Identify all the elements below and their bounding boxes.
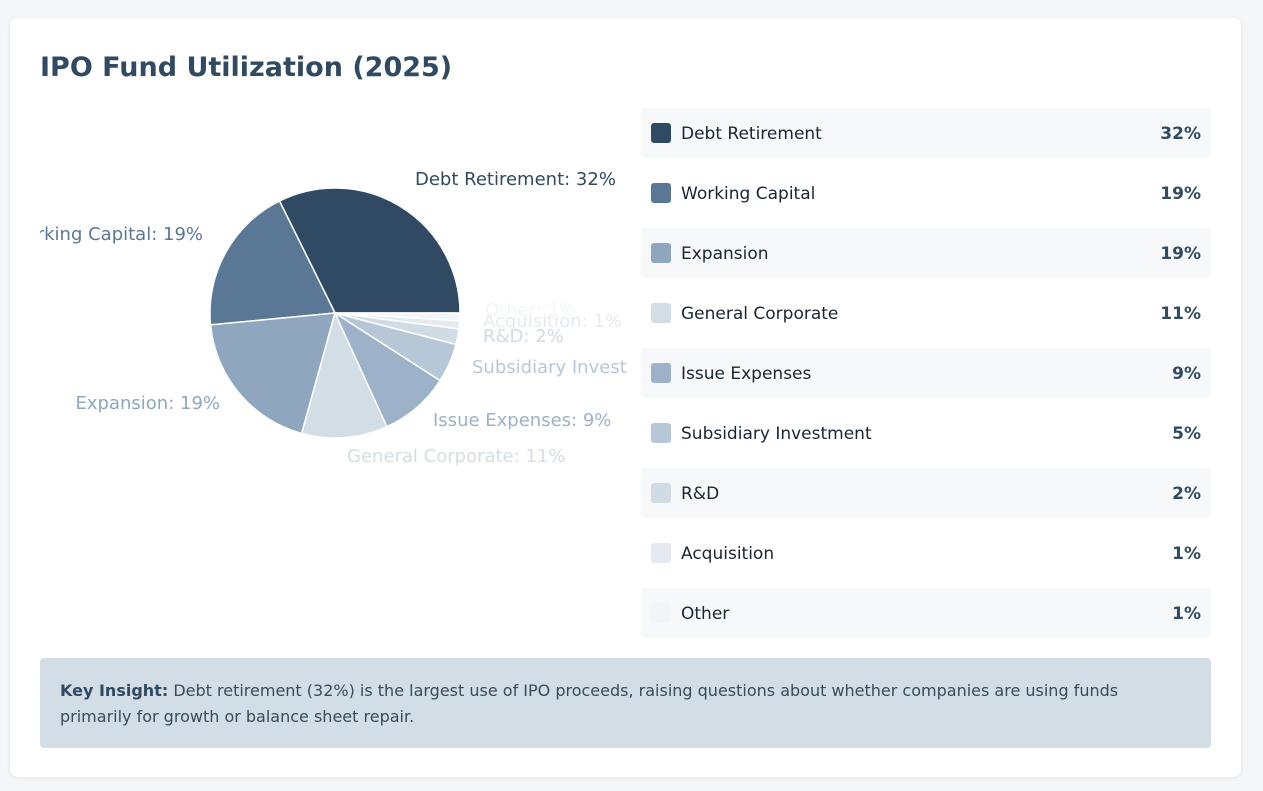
key-insight-label: Key Insight: — [60, 681, 169, 700]
legend-label: Other — [681, 604, 730, 624]
legend-swatch — [651, 243, 671, 263]
legend-value: 19% — [1160, 184, 1201, 204]
legend-swatch — [651, 543, 671, 563]
key-insight-text: Debt retirement (32%) is the largest use… — [60, 681, 1119, 726]
legend-swatch — [651, 303, 671, 323]
slice-label: R&D: 2% — [483, 326, 564, 347]
legend-row: Issue Expenses 9% — [641, 348, 1211, 398]
legend-row: Debt Retirement 32% — [641, 108, 1211, 158]
legend-value: 19% — [1160, 244, 1201, 264]
slice-label: Other: 1% — [485, 300, 576, 321]
legend-swatch — [651, 423, 671, 443]
legend-swatch — [651, 603, 671, 623]
legend-label: R&D — [681, 484, 720, 504]
key-insight-box: Key Insight: Debt retirement (32%) is th… — [40, 658, 1211, 748]
pie-slice — [209, 312, 337, 435]
legend-row: Working Capital 19% — [641, 168, 1211, 218]
pie-slice — [334, 312, 461, 322]
legend-value: 9% — [1172, 364, 1201, 384]
legend: Debt Retirement 32% Working Capital 19% Expa… — [641, 108, 1211, 648]
pie-chart: Debt Retirement: 32% Working Capital: 19%… — [40, 169, 627, 467]
pie-slice — [300, 310, 388, 439]
legend-swatch — [651, 183, 671, 203]
legend-row: Other 1% — [641, 588, 1211, 638]
pie-chart-area: Debt Retirement: 32% Working Capital: 19%… — [40, 108, 640, 508]
legend-value: 1% — [1172, 544, 1201, 564]
slice-label: General Corporate: 11% — [347, 446, 565, 467]
legend-row: Subsidiary Investment 5% — [641, 408, 1211, 458]
legend-value: 5% — [1172, 424, 1201, 444]
legend-label: Issue Expenses — [681, 364, 812, 384]
slice-label: Expansion: 19% — [76, 393, 220, 414]
legend-row: General Corporate 11% — [641, 288, 1211, 338]
legend-row: Acquisition 1% — [641, 528, 1211, 578]
legend-row: R&D 2% — [641, 468, 1211, 518]
legend-label: Expansion — [681, 244, 769, 264]
legend-label: Acquisition — [681, 544, 775, 564]
pie-slice — [278, 187, 461, 314]
slice-label: Subsidiary Invest — [472, 357, 627, 378]
legend-value: 1% — [1172, 604, 1201, 624]
slice-label: Debt Retirement: 32% — [415, 169, 616, 190]
legend-row: Expansion 19% — [641, 228, 1211, 278]
slice-label: Working Capital: 19% — [40, 224, 203, 245]
legend-label: Debt Retirement — [681, 124, 822, 144]
legend-label: Subsidiary Investment — [681, 424, 872, 444]
legend-swatch — [651, 363, 671, 383]
legend-value: 11% — [1160, 304, 1201, 324]
slice-label: Issue Expenses: 9% — [433, 410, 611, 431]
legend-label: Working Capital — [681, 184, 816, 204]
slice-label: Acquisition: 1% — [483, 311, 622, 332]
legend-value: 32% — [1160, 124, 1201, 144]
pie-slice — [209, 199, 337, 326]
legend-swatch — [651, 123, 671, 143]
legend-swatch — [651, 483, 671, 503]
legend-value: 2% — [1172, 484, 1201, 504]
chart-card: IPO Fund Utilization (2025) Debt Retirem… — [10, 18, 1241, 777]
page-title: IPO Fund Utilization (2025) — [40, 52, 453, 83]
legend-label: General Corporate — [681, 304, 839, 324]
